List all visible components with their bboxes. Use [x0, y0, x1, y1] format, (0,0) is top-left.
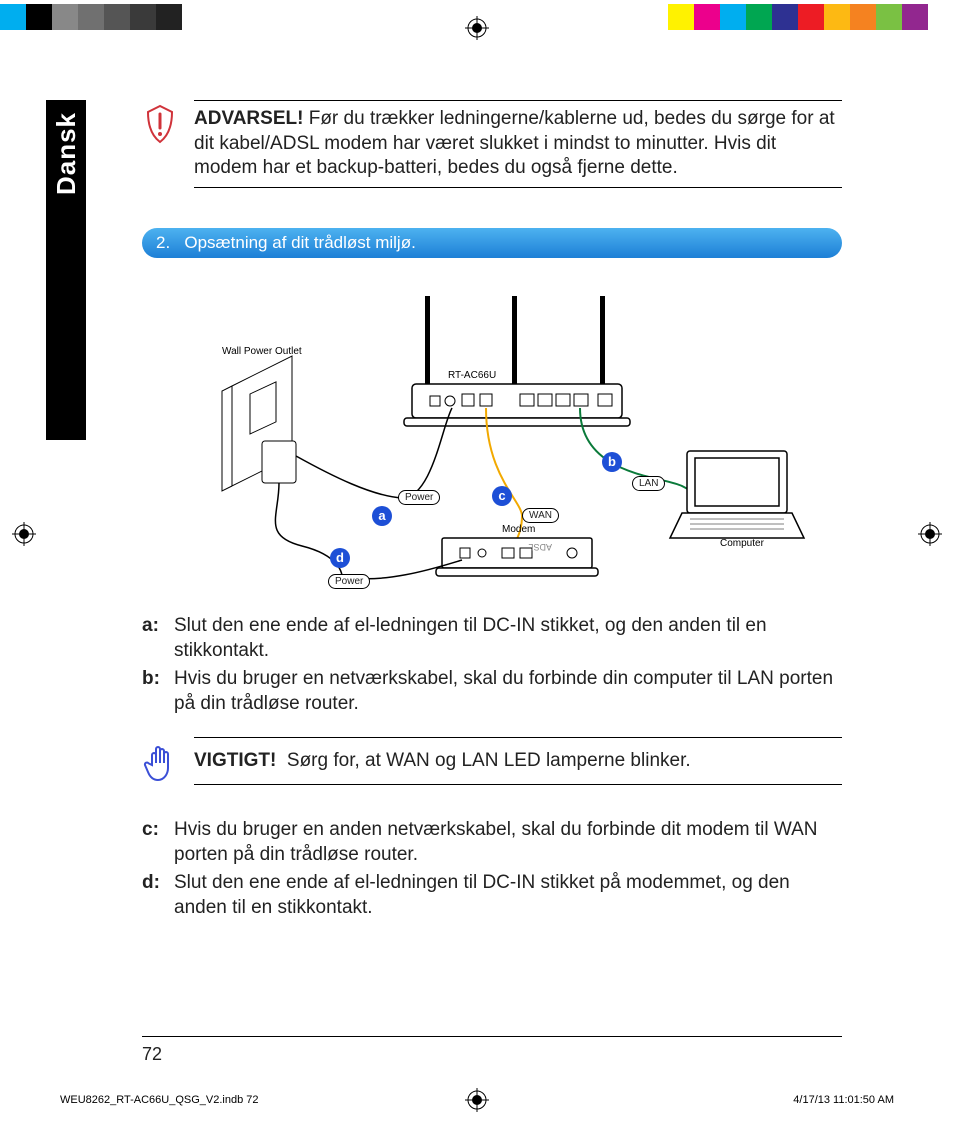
meta-filename: WEU8262_RT-AC66U_QSG_V2.indb 72: [60, 1094, 259, 1106]
page-number: 72: [142, 1044, 162, 1065]
warning-bold: ADVARSEL!: [194, 108, 303, 129]
important-block: VIGTIGT! Sørg for, at WAN og LAN LED lam…: [142, 737, 842, 790]
bubble-power-d: Power: [328, 574, 370, 589]
step-c-row: c: Hvis du bruger en anden netværkskabel…: [142, 818, 842, 867]
important-text: VIGTIGT! Sørg for, at WAN og LAN LED lam…: [194, 750, 842, 772]
registration-mark-left: [12, 522, 36, 546]
important-bold: VIGTIGT!: [194, 750, 276, 771]
colorbar-swatch: [824, 4, 850, 30]
colorbar-swatch: [876, 4, 902, 30]
colorbar-swatch: [746, 4, 772, 30]
step-b-text: Hvis du bruger en netværkskabel, skal du…: [174, 667, 842, 716]
colorbar-swatch: [772, 4, 798, 30]
language-label: Dansk: [51, 112, 82, 195]
step-d-text: Slut den ene ende af el-ledningen til DC…: [174, 871, 842, 920]
warning-text-wrap: ADVARSEL! Før du trækker ledningerne/kab…: [194, 100, 842, 188]
footer-rule: [142, 1036, 842, 1037]
step-b-key: b:: [142, 667, 174, 716]
warning-block: ADVARSEL! Før du trækker ledningerne/kab…: [142, 100, 842, 188]
diagram-step-c: c: [492, 486, 512, 506]
section-title: Opsætning af dit trådløst miljø.: [184, 233, 415, 252]
diagram-label-computer: Computer: [720, 538, 764, 549]
bubble-power-a: Power: [398, 490, 440, 505]
step-c-text: Hvis du bruger en anden netværkskabel, s…: [174, 818, 842, 867]
colorbar-swatch: [52, 4, 78, 30]
hand-icon: [142, 741, 178, 790]
step-b-row: b: Hvis du bruger en netværkskabel, skal…: [142, 667, 842, 716]
step-d-row: d: Slut den ene ende af el-ledningen til…: [142, 871, 842, 920]
diagram-step-a: a: [372, 506, 392, 526]
registration-mark-bottom: [465, 1088, 489, 1112]
diagram-label-router: RT-AC66U: [448, 370, 496, 381]
page: Dansk ADVARSEL! Før du trækker ledninger…: [0, 0, 954, 1123]
colorbar-swatch: [798, 4, 824, 30]
colorbar-swatch: [850, 4, 876, 30]
step-a-row: a: Slut den ene ende af el-ledningen til…: [142, 614, 842, 663]
colorbar-swatch: [668, 4, 694, 30]
colorbar-swatch: [694, 4, 720, 30]
section-number: 2.: [156, 233, 170, 252]
bubble-wan: WAN: [522, 508, 559, 523]
colorbar-swatch: [78, 4, 104, 30]
colorbar-swatch: [182, 4, 208, 30]
content-area: ADVARSEL! Før du trækker ledningerne/kab…: [142, 100, 842, 925]
colorbar-swatch: [26, 4, 52, 30]
registration-mark-top: [465, 16, 489, 40]
diagram-step-b: b: [602, 452, 622, 472]
step-d-key: d:: [142, 871, 174, 920]
registration-mark-right: [918, 522, 942, 546]
warning-text: ADVARSEL! Før du trækker ledningerne/kab…: [194, 107, 842, 181]
colorbar-swatch: [130, 4, 156, 30]
colorbar-swatch: [104, 4, 130, 30]
important-body: Sørg for, at WAN og LAN LED lamperne bli…: [287, 750, 691, 771]
step-a-key: a:: [142, 614, 174, 663]
section-heading-pill: 2. Opsætning af dit trådløst miljø.: [142, 228, 842, 258]
steps-ab: a: Slut den ene ende af el-ledningen til…: [142, 614, 842, 717]
colorbar-swatch: [156, 4, 182, 30]
diagram-label-wall-outlet: Wall Power Outlet: [222, 346, 302, 357]
colorbar-swatch: [720, 4, 746, 30]
diagram-label-modem: Modem: [502, 524, 535, 535]
important-text-wrap: VIGTIGT! Sørg for, at WAN og LAN LED lam…: [194, 737, 842, 785]
svg-text:ADSL: ADSL: [528, 542, 552, 552]
step-a-text: Slut den ene ende af el-ledningen til DC…: [174, 614, 842, 663]
colorbar-swatch: [902, 4, 928, 30]
setup-diagram: ADSL Wall Power Outlet RT-AC66U Modem Co…: [142, 276, 842, 604]
warning-icon: [142, 104, 178, 149]
bubble-lan: LAN: [632, 476, 665, 491]
step-c-key: c:: [142, 818, 174, 867]
colorbar-swatch: [928, 4, 954, 30]
diagram-step-d: d: [330, 548, 350, 568]
meta-timestamp: 4/17/13 11:01:50 AM: [793, 1094, 894, 1106]
steps-cd: c: Hvis du bruger en anden netværkskabel…: [142, 818, 842, 921]
language-tab: Dansk: [46, 100, 86, 440]
colorbar-swatch: [0, 4, 26, 30]
